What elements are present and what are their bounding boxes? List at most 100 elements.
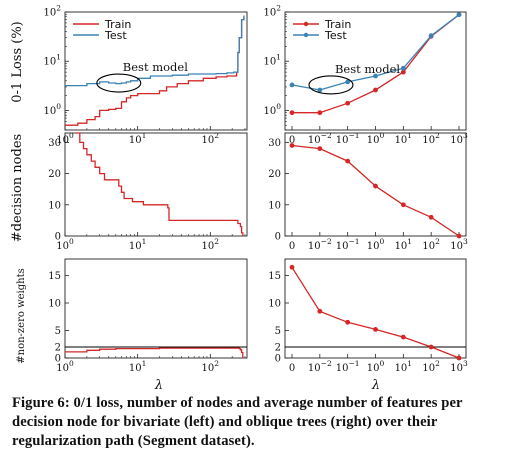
figure-caption: Figure 6: 0/1 loss, number of nodes and …: [12, 395, 463, 449]
x-tick-label: 103: [450, 131, 468, 146]
x-tick-label: 100: [367, 131, 385, 146]
data-point: [373, 327, 378, 332]
axes-frame: [64, 11, 248, 131]
series-line-test: [65, 15, 245, 87]
legend-label: Train: [324, 18, 351, 31]
x-tick-label: 101: [129, 359, 147, 374]
x-tick-label: 103: [450, 237, 468, 252]
legend-marker: [303, 21, 309, 27]
y-tick-label: 0: [275, 354, 281, 365]
ylabel-loss: 0-1 Loss (%): [10, 21, 25, 103]
legend-label: Test: [104, 29, 127, 42]
series-line-test: [291, 14, 460, 91]
data-point: [345, 100, 351, 106]
series-line-main: [291, 266, 460, 359]
y-tick-label: 10: [268, 299, 281, 310]
y-tick-label: 10: [48, 299, 61, 310]
data-point: [428, 344, 434, 350]
data-point: [345, 158, 351, 164]
y-tick-label: 100: [43, 102, 61, 117]
data-point: [428, 33, 434, 39]
x-tick-label: 10−1: [336, 237, 360, 252]
x-tick-label: 102: [422, 359, 440, 374]
series-line-main: [291, 144, 460, 237]
x-tick-label: 10−2: [308, 359, 332, 374]
y-tick-label: 10: [48, 200, 61, 211]
data-point: [345, 319, 351, 325]
y-tick-label: 15: [268, 271, 281, 282]
legend-marker: [303, 32, 309, 38]
best-model-ellipse: [96, 73, 142, 93]
y-tick-label: 30: [268, 138, 281, 149]
y-tick-label: 5: [275, 326, 281, 337]
series-line-main: [75, 132, 244, 236]
data-point: [456, 355, 462, 361]
x-tick-label: 10−2: [308, 131, 332, 146]
x-tick-label: 101: [395, 359, 413, 374]
x-tick-label: 102: [422, 131, 440, 146]
x-tick-label: 0: [289, 135, 295, 146]
data-point: [373, 87, 378, 93]
data-point: [373, 73, 378, 79]
figure-canvas: 0-1 Loss (%) #decision nodes #non-zero w…: [10, 4, 468, 393]
ylabel-weights: #non-zero weights: [16, 268, 27, 364]
y-tick-label: 20: [268, 169, 281, 180]
data-point: [400, 69, 406, 75]
chart-weights-oblique: 0 10−2 10−1 100 101 102 103 02 5 10 15: [268, 258, 468, 374]
x-tick-label: 100: [56, 359, 74, 374]
x-tick-label: 100: [367, 359, 385, 374]
ylabel-nodes: #decision nodes: [10, 134, 25, 242]
x-tick-label: 102: [202, 237, 220, 252]
data-point: [317, 146, 323, 152]
y-tick-label: 100: [263, 102, 281, 117]
y-tick-label: 2: [55, 343, 61, 354]
y-tick-label: 2: [275, 343, 281, 354]
y-tick-label: 101: [43, 53, 61, 68]
y-tick-label: 5: [55, 326, 61, 337]
best-model-ellipse: [308, 75, 354, 95]
data-point: [289, 110, 295, 116]
axes-frame: [64, 132, 248, 237]
x-tick-label: 103: [450, 359, 468, 374]
best-model-label: Best model: [123, 60, 188, 74]
series-line-main: [65, 347, 244, 358]
x-tick-label: 101: [129, 237, 147, 252]
x-tick-label: 102: [422, 237, 440, 252]
data-point: [289, 82, 295, 88]
y-tick-label: 101: [263, 53, 281, 68]
xlabel-right: λ: [371, 378, 380, 392]
data-point: [317, 110, 323, 116]
x-tick-label: 10−1: [336, 131, 360, 146]
data-point: [289, 143, 295, 148]
chart-weights-bivariate: 100 101 102 02 5 10 15: [48, 258, 248, 374]
data-point: [345, 79, 351, 85]
data-point: [456, 12, 462, 18]
data-point: [317, 308, 323, 314]
legend-label: Train: [104, 18, 131, 31]
y-tick-label: 0: [55, 232, 61, 243]
data-point: [289, 264, 295, 270]
xlabel-left: λ: [154, 378, 163, 392]
y-tick-label: 0: [55, 354, 61, 365]
x-tick-label: 101: [395, 131, 413, 146]
axes-frame: [284, 258, 467, 359]
y-tick-label: 102: [43, 4, 61, 19]
legend-label: Test: [324, 29, 347, 42]
data-point: [317, 87, 323, 93]
x-tick-label: 100: [56, 237, 74, 252]
data-point: [400, 334, 406, 340]
x-tick-label: 101: [395, 237, 413, 252]
y-tick-label: 30: [48, 138, 61, 149]
data-point: [456, 233, 462, 239]
y-tick-label: 20: [48, 169, 61, 180]
x-tick-label: 102: [202, 131, 220, 146]
x-tick-label: 10−1: [336, 359, 360, 374]
data-point: [400, 65, 406, 71]
axes-frame: [64, 258, 248, 359]
data-point: [428, 214, 434, 220]
y-tick-label: 0: [275, 232, 281, 243]
